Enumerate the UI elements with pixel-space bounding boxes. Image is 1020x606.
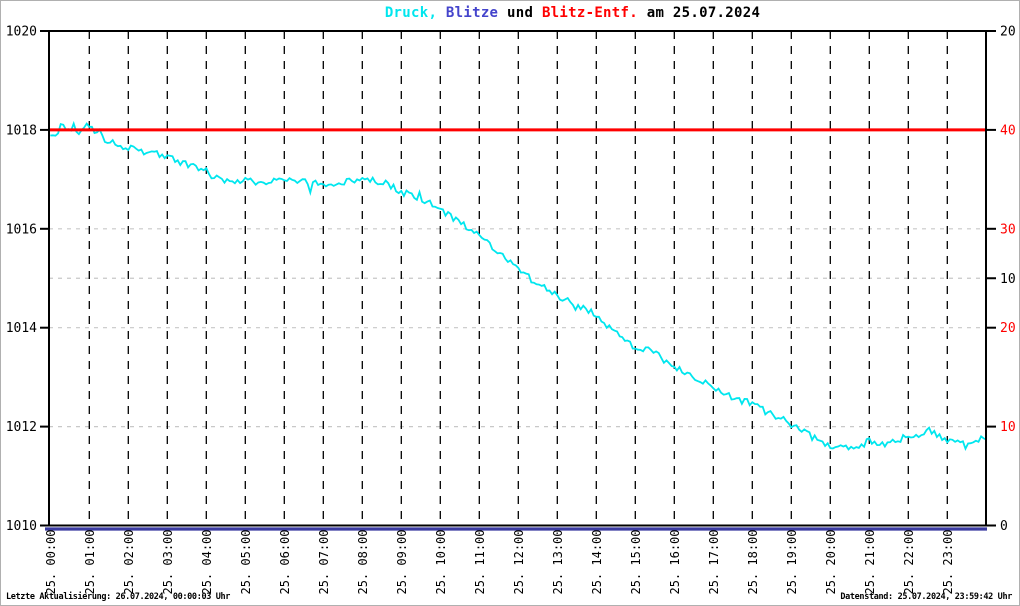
- x-axis-label: 25. 12:00: [512, 530, 526, 595]
- x-axis-label: 25. 06:00: [278, 530, 292, 595]
- y-axis-left-label: 1012: [6, 420, 37, 435]
- chart-title: Druck, Blitze und Blitz-Entf. am 25.07.2…: [49, 5, 986, 21]
- y-axis-right-red-label: 20: [1000, 321, 1016, 336]
- y-axis-left-label: 1020: [6, 25, 37, 40]
- y-axis-right-black-label: 10: [1000, 272, 1016, 287]
- x-axis-label: 25. 09:00: [395, 530, 409, 595]
- y-axis-right-black-label: 20: [1000, 25, 1016, 40]
- x-axis-label: 25. 00:00: [44, 530, 58, 595]
- x-axis-label: 25. 23:00: [941, 530, 955, 595]
- title-segment-und: und: [498, 5, 542, 21]
- x-axis-label: 25. 01:00: [83, 530, 97, 595]
- x-axis-label: 25. 05:00: [239, 530, 253, 595]
- title-segment-druck: Druck,: [384, 5, 438, 21]
- x-axis-label: 25. 11:00: [473, 530, 487, 595]
- data-timestamp-text: Datenstand: 25.07.2024, 23:59:42 Uhr: [840, 592, 1012, 602]
- horizontal-gridlines: [49, 129, 986, 428]
- x-axis-label: 25. 20:00: [824, 530, 838, 595]
- x-axis-label: 25. 14:00: [590, 530, 604, 595]
- x-axis-label: 25. 16:00: [668, 530, 682, 595]
- title-segment-datum: am 25.07.2024: [637, 5, 761, 21]
- y-axis-right-red-label: 10: [1000, 420, 1016, 435]
- x-axis-label: 25. 15:00: [629, 530, 643, 595]
- y-axis-left-label: 1016: [6, 222, 37, 237]
- x-axis-label: 25. 07:00: [317, 530, 331, 595]
- x-axis-label: 25. 02:00: [122, 530, 136, 595]
- y-axis-left-label: 1010: [6, 519, 37, 534]
- x-axis-label: 25. 10:00: [434, 530, 448, 595]
- vertical-gridlines: [88, 31, 948, 526]
- x-axis-label: 25. 04:00: [200, 530, 214, 595]
- x-axis-label: 25. 19:00: [785, 530, 799, 595]
- y-axis-right-red-label: 40: [1000, 123, 1016, 138]
- x-axis-label: 25. 18:00: [746, 530, 760, 595]
- x-axis-label: 25. 03:00: [161, 530, 175, 595]
- x-axis-labels: 25. 00:00 25. 01:00 25. 02:00 25. 03:00 25. …: [44, 530, 955, 595]
- y-axis-left-label: 1018: [6, 123, 37, 138]
- title-segment-blitz-entf: Blitz-Entf.: [541, 5, 638, 21]
- x-axis-label: 25. 08:00: [356, 530, 370, 595]
- title-segment-blitze: Blitze: [437, 5, 499, 21]
- series-druck-line: [50, 120, 987, 452]
- x-axis-label: 25. 22:00: [902, 530, 916, 595]
- y-axis-left: 1020 1018 1016 1014 1012 1010: [6, 25, 49, 534]
- y-axis-right-black-label: 0: [1000, 519, 1008, 534]
- y-axis-right: 20 10 0 40 30 20 10: [986, 25, 1016, 534]
- x-axis-label: 25. 17:00: [707, 530, 721, 595]
- y-axis-right-red-label: 30: [1000, 222, 1016, 237]
- x-axis-label: 25. 13:00: [551, 530, 565, 595]
- x-axis-label: 25. 21:00: [863, 530, 877, 595]
- y-axis-left-label: 1014: [6, 321, 37, 336]
- last-update-text: Letzte Aktualisierung: 26.07.2024, 00:00…: [6, 592, 231, 602]
